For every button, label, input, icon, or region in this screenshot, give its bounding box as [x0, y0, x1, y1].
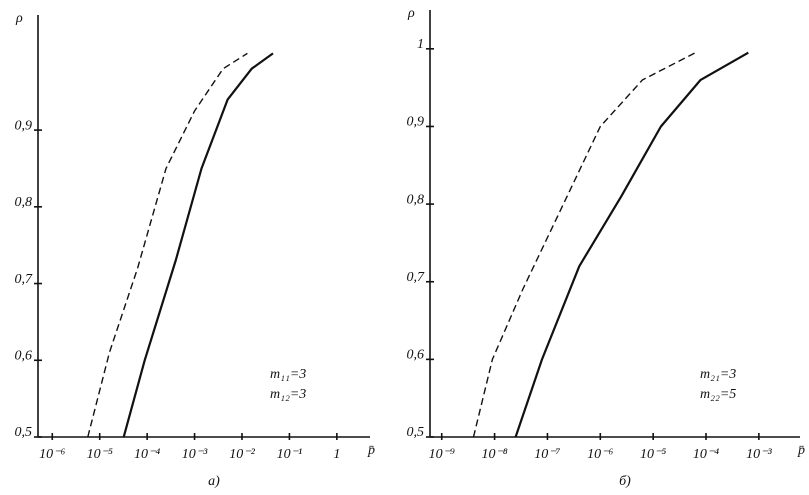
annotation: m₂₁=3 [700, 367, 736, 382]
y-axis-label: ρ [15, 11, 23, 26]
caption: а) [208, 474, 220, 489]
caption: б) [619, 474, 631, 489]
annotation: m₁₁=3 [270, 367, 306, 382]
y-tick-label: 0,5 [407, 425, 425, 440]
x-axis-label: p̄ [797, 443, 805, 458]
annotation: m₁₂=3 [270, 387, 306, 402]
curve [122, 52, 274, 438]
x-tick-label: 10⁻⁸ [481, 447, 507, 462]
x-tick-label: 10⁻¹ [277, 447, 303, 462]
x-tick-label: 10⁻³ [182, 447, 208, 462]
x-tick-label: 1 [333, 447, 340, 462]
y-tick-label: 0,7 [407, 270, 426, 285]
x-axis-label: p̄ [367, 443, 375, 458]
x-tick-label: 10⁻⁶ [587, 447, 613, 462]
y-tick-label: 1 [417, 37, 424, 52]
curve [472, 52, 696, 438]
curve [514, 51, 749, 438]
y-tick-label: 0,5 [15, 425, 33, 440]
y-tick-label: 0,6 [407, 348, 425, 363]
y-axis-label: ρ [407, 6, 415, 21]
x-tick-label: 10⁻⁴ [134, 447, 160, 462]
x-tick-label: 10⁻⁴ [693, 447, 719, 462]
x-tick-label: 10⁻⁹ [429, 447, 455, 462]
y-tick-label: 0,9 [15, 118, 33, 133]
x-tick-label: 10⁻⁵ [640, 447, 666, 462]
annotation: m₂₂=5 [700, 387, 736, 402]
x-tick-label: 10⁻³ [746, 447, 772, 462]
x-tick-label: 10⁻² [229, 447, 255, 462]
curve [87, 52, 248, 438]
y-tick-label: 0,8 [407, 192, 425, 207]
y-tick-label: 0,9 [407, 115, 425, 130]
x-tick-label: 10⁻⁵ [87, 447, 113, 462]
y-tick-label: 0,7 [15, 272, 34, 287]
y-tick-label: 0,6 [15, 348, 33, 363]
x-tick-label: 10⁻⁷ [534, 447, 560, 462]
x-tick-label: 10⁻⁶ [39, 447, 65, 462]
y-tick-label: 0,8 [15, 195, 33, 210]
